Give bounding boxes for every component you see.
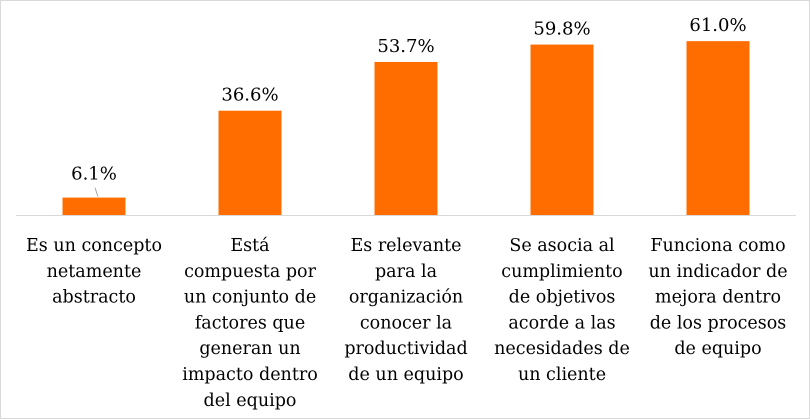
bar [62, 197, 126, 215]
data-label: 61.0% [689, 15, 746, 36]
bar [218, 110, 282, 215]
category-label: Funciona como un indicador de mejora dentr… [648, 236, 787, 359]
category-label: Está compuesta por un conjunto de factores … [182, 236, 318, 411]
bar [686, 41, 750, 216]
data-label: 53.7% [377, 36, 434, 57]
category-label: Es un concepto netamente abstracto [26, 236, 162, 308]
data-label: 59.8% [533, 19, 590, 40]
data-label: 6.1% [71, 164, 117, 185]
leader-line [94, 187, 99, 197]
data-label: 36.6% [221, 85, 278, 106]
category-label: Es relevante para la organización conocer l… [344, 236, 467, 385]
bar [374, 61, 438, 215]
bar [530, 44, 594, 215]
category-label: Se asocia al cumplimiento de objetivos acor… [494, 236, 630, 385]
